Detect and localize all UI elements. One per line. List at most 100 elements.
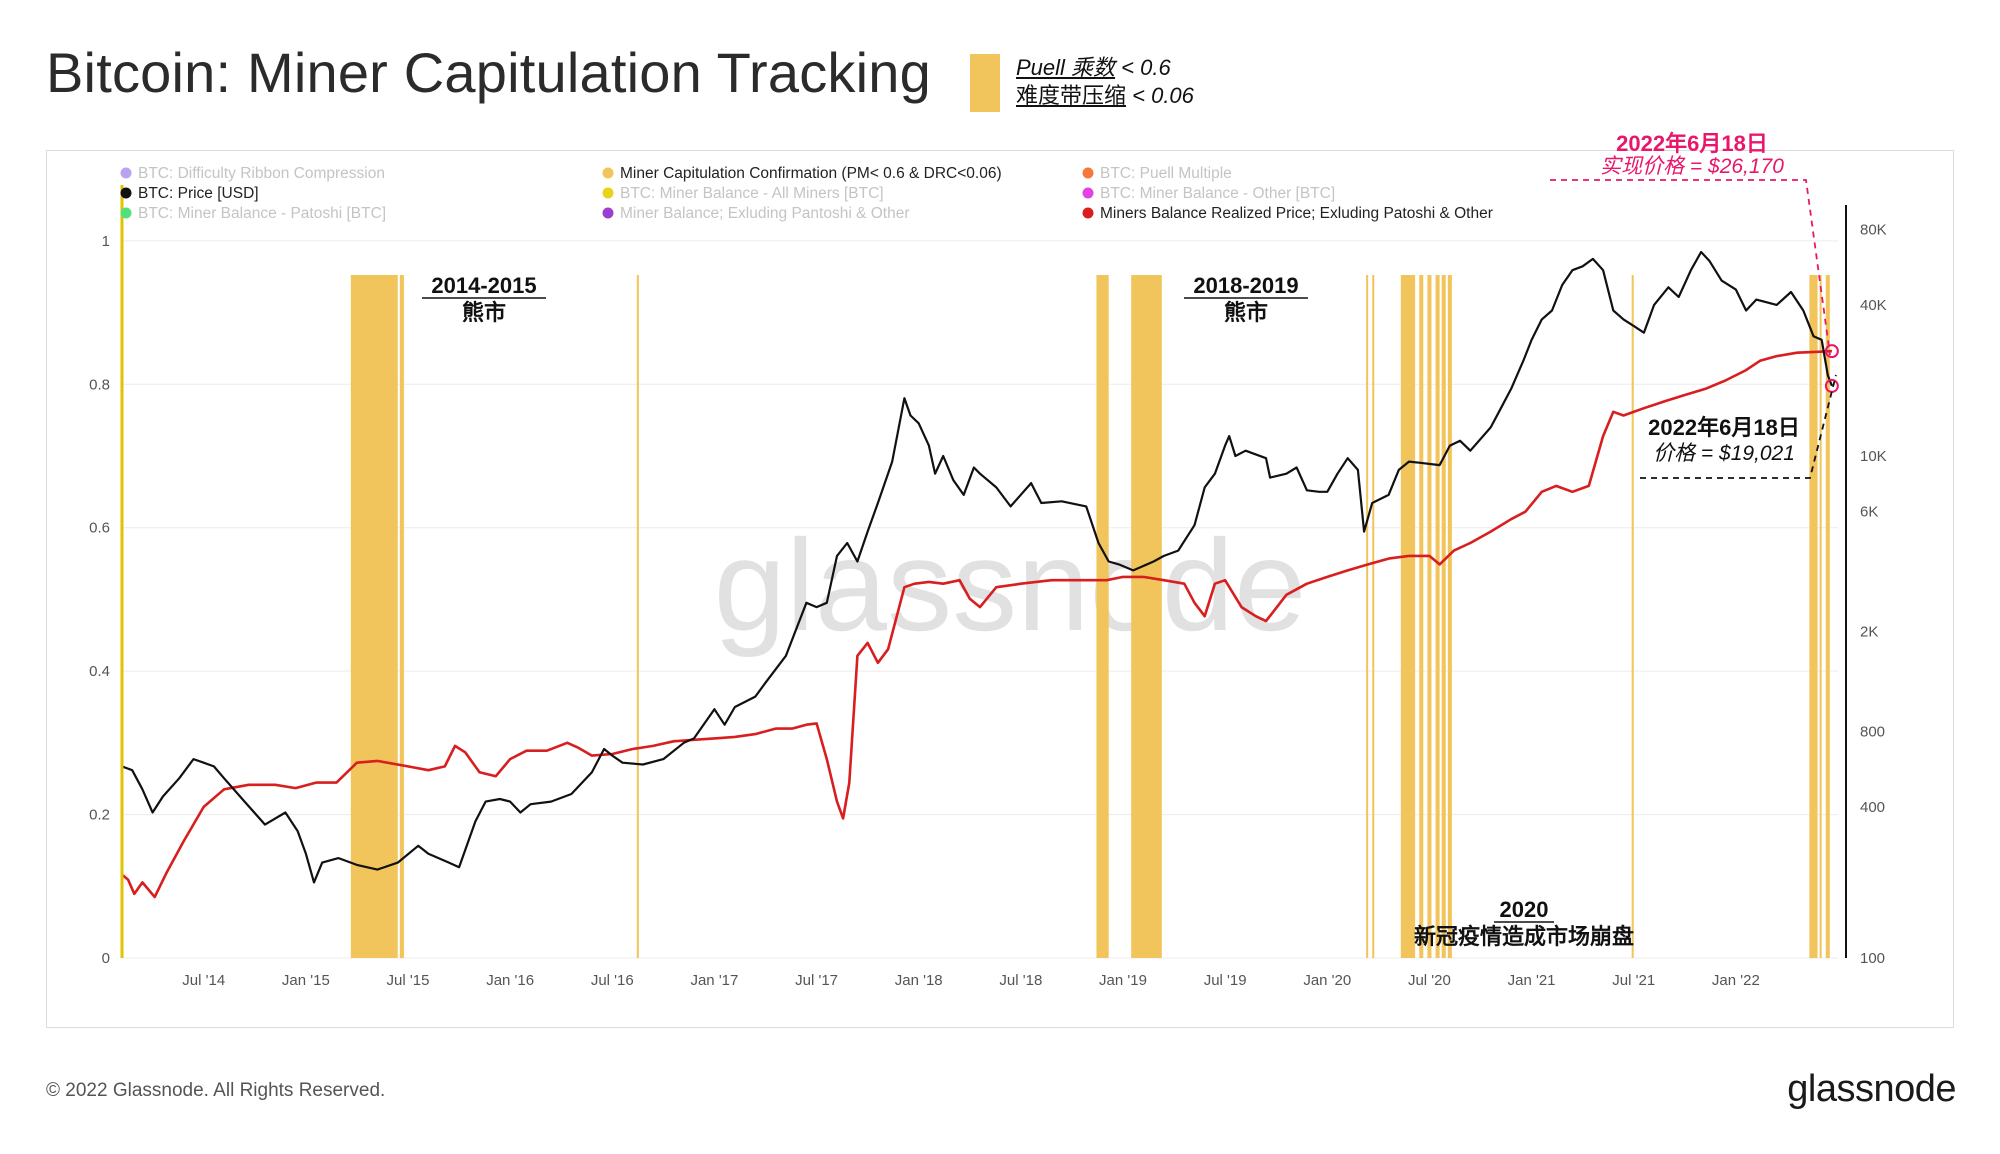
- right-tick-label: 400: [1860, 799, 1885, 816]
- legend-dot-icon: [602, 167, 614, 179]
- legend-dot-icon: [120, 207, 132, 219]
- legend-dot-icon: [120, 167, 132, 179]
- covid-label: 新冠疫情造成市场崩盘: [1414, 924, 1634, 949]
- legend-label: BTC: Miner Balance - Other [BTC]: [1100, 185, 1335, 202]
- capitulation-band: [1419, 275, 1424, 958]
- right-tick-label: 40K: [1860, 297, 1887, 314]
- right-tick-label: 6K: [1860, 504, 1878, 521]
- left-tick-label: 0.8: [89, 376, 110, 393]
- realized-date: 2022年6月18日: [1616, 131, 1768, 156]
- bear-2018-label: 熊市: [1224, 300, 1268, 325]
- legend-item[interactable]: Miners Balance Realized Price; Exluding …: [1082, 205, 1493, 222]
- legend-label: Miners Balance Realized Price; Exluding …: [1100, 205, 1493, 222]
- capitulation-band: [1366, 275, 1369, 958]
- legend-label: BTC: Price [USD]: [138, 185, 259, 202]
- series-lines: [122, 250, 1833, 899]
- legend-item[interactable]: Miner Balance; Exluding Pantoshi & Other: [602, 205, 910, 222]
- x-tick-label: Jul '16: [591, 972, 634, 989]
- x-tick-label: Jul '15: [387, 972, 430, 989]
- series-line-realized-price: [122, 349, 1832, 899]
- puell-label: Puell 乘数: [1016, 55, 1116, 80]
- x-tick-label: Jul '14: [182, 972, 225, 989]
- capitulation-band: [636, 275, 639, 958]
- drc-label: 难度带压缩: [1016, 83, 1127, 108]
- legend-label: Miner Capitulation Confirmation (PM< 0.6…: [620, 165, 1002, 182]
- annotations: 2014-2015 熊市 2018-2019 熊市 2020 新冠疫情造成市场崩…: [422, 131, 1837, 949]
- realized-value: 实现价格 = $26,170: [1600, 155, 1784, 178]
- legend-dot-icon: [602, 187, 614, 199]
- x-tick-label: Jan '20: [1303, 972, 1351, 989]
- price-date: 2022年6月18日: [1648, 415, 1800, 440]
- capitulation-swatch: [970, 54, 1000, 112]
- legend-label: BTC: Difficulty Ribbon Compression: [138, 165, 385, 182]
- legend-item[interactable]: BTC: Difficulty Ribbon Compression: [120, 165, 385, 182]
- x-tick-label: Jan '22: [1712, 972, 1760, 989]
- left-tick-label: 0: [102, 950, 110, 967]
- capitulation-band: [1400, 275, 1416, 958]
- legend-dot-icon: [1082, 167, 1094, 179]
- capitulation-band: [1447, 275, 1452, 958]
- legend-dot-icon: [1082, 187, 1094, 199]
- legend-item[interactable]: BTC: Puell Multiple: [1082, 165, 1232, 182]
- right-tick-label: 2K: [1860, 623, 1878, 640]
- capitulation-band: [1372, 275, 1375, 958]
- left-tick-label: 1: [102, 233, 110, 250]
- left-tick-label: 0.4: [89, 663, 110, 680]
- bear-2014-label: 熊市: [462, 300, 506, 325]
- capitulation-band: [1435, 275, 1440, 958]
- capitulation-band: [1131, 275, 1162, 958]
- bear-2018-year: 2018-2019: [1193, 273, 1298, 298]
- capitulation-bands: [350, 275, 1830, 958]
- capitulation-band: [1096, 275, 1109, 958]
- right-tick-label: 800: [1860, 723, 1885, 740]
- axes: 0 0.2 0.4 0.6 0.8 1 100 400 800 2K 6K 10K 40K 80K Jul …: [89, 185, 1887, 989]
- right-tick-label: 10K: [1860, 448, 1887, 465]
- chart-frame: [46, 150, 1954, 1028]
- capitulation-band: [399, 275, 404, 958]
- legend-label: BTC: Miner Balance - All Miners [BTC]: [620, 185, 884, 202]
- covid-year: 2020: [1500, 897, 1549, 922]
- legend-label: BTC: Puell Multiple: [1100, 165, 1232, 182]
- x-tick-label: Jul '21: [1612, 972, 1655, 989]
- left-tick-label: 0.6: [89, 520, 110, 537]
- page-title: Bitcoin: Miner Capitulation Tracking: [46, 41, 931, 104]
- legend-label: BTC: Miner Balance - Patoshi [BTC]: [138, 205, 386, 222]
- legend[interactable]: BTC: Difficulty Ribbon Compression Miner …: [120, 165, 1493, 222]
- right-tick-label: 100: [1860, 950, 1885, 967]
- copyright: © 2022 Glassnode. All Rights Reserved.: [46, 1080, 386, 1101]
- capitulation-band: [1809, 275, 1818, 958]
- price-value: 价格 = $19,021: [1653, 442, 1795, 465]
- x-tick-label: Jan '21: [1508, 972, 1556, 989]
- legend-dot-icon: [1082, 207, 1094, 219]
- right-tick-label: 80K: [1860, 221, 1887, 238]
- x-tick-label: Jan '17: [690, 972, 738, 989]
- x-tick-label: Jul '18: [999, 972, 1042, 989]
- title-condition-note: Puell 乘数 < 0.6 难度带压缩 < 0.06: [1016, 55, 1194, 108]
- left-tick-label: 0.2: [89, 807, 110, 824]
- x-tick-label: Jan '19: [1099, 972, 1147, 989]
- series-line-price: [122, 250, 1833, 884]
- capitulation-band: [350, 275, 398, 958]
- x-tick-label: Jan '16: [486, 972, 534, 989]
- legend-dot-icon: [120, 187, 132, 199]
- legend-item[interactable]: BTC: Miner Balance - All Miners [BTC]: [602, 185, 884, 202]
- capitulation-band: [1819, 275, 1822, 958]
- legend-item[interactable]: Miner Capitulation Confirmation (PM< 0.6…: [602, 165, 1002, 182]
- legend-dot-icon: [602, 207, 614, 219]
- capitulation-band: [1825, 275, 1830, 958]
- capitulation-band: [1631, 275, 1634, 958]
- x-tick-label: Jan '15: [282, 972, 330, 989]
- x-tick-label: Jul '17: [795, 972, 838, 989]
- legend-item[interactable]: BTC: Miner Balance - Patoshi [BTC]: [120, 205, 387, 222]
- grid: [122, 240, 1838, 959]
- x-tick-label: Jul '20: [1408, 972, 1451, 989]
- x-tick-label: Jan '18: [895, 972, 943, 989]
- glassnode-logo: glassnode: [1787, 1068, 1956, 1110]
- realized-price-marker: [1824, 344, 1839, 359]
- capitulation-band: [1441, 275, 1446, 958]
- bear-2014-year: 2014-2015: [431, 273, 536, 298]
- legend-item[interactable]: BTC: Price [USD]: [120, 185, 259, 202]
- x-tick-label: Jul '19: [1204, 972, 1247, 989]
- legend-item[interactable]: BTC: Miner Balance - Other [BTC]: [1082, 185, 1336, 202]
